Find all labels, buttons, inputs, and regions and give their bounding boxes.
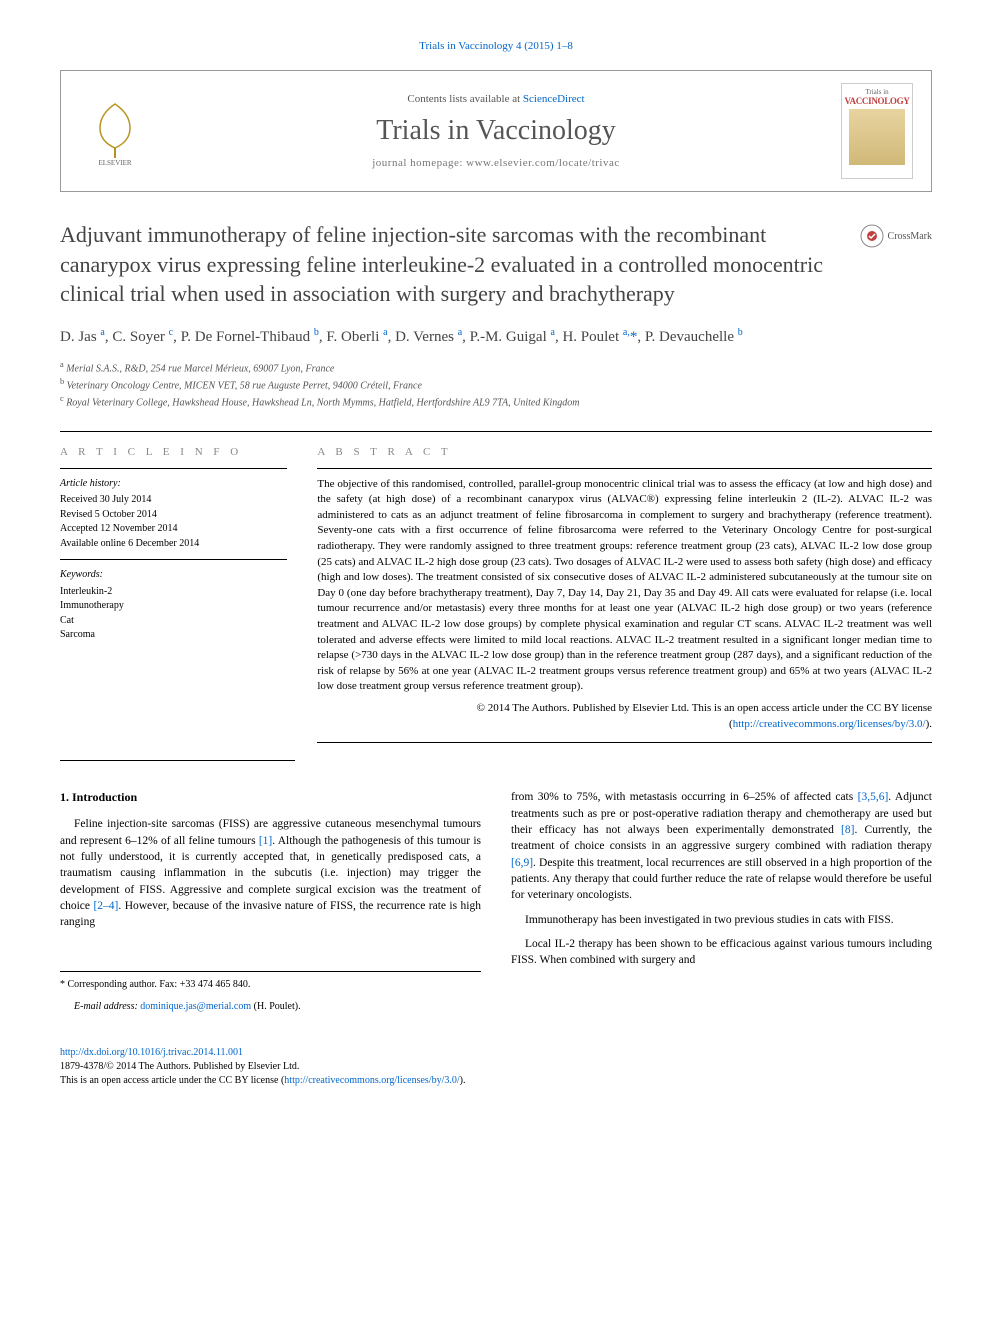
article-title: Adjuvant immunotherapy of feline injecti… bbox=[60, 220, 932, 309]
corresponding-label: Corresponding author. Fax: +33 474 465 8… bbox=[68, 979, 251, 990]
keywords-label: Keywords: bbox=[60, 568, 287, 583]
separator bbox=[60, 468, 287, 469]
corresponding-author-box: * Corresponding author. Fax: +33 474 465… bbox=[60, 971, 481, 1014]
separator bbox=[60, 431, 932, 432]
intro-para-2: from 30% to 75%, with metastasis occurri… bbox=[511, 789, 932, 903]
keyword: Immunotherapy bbox=[60, 599, 287, 614]
intro-para-3: Immunotherapy has been investigated in t… bbox=[511, 912, 932, 928]
masthead-center: Contents lists available at ScienceDirec… bbox=[151, 93, 841, 169]
text: . Despite this treatment, local recurren… bbox=[511, 857, 932, 902]
abstract-body: The objective of this randomised, contro… bbox=[317, 477, 932, 696]
star-icon: * bbox=[60, 979, 65, 990]
elsevier-logo: ELSEVIER bbox=[79, 91, 151, 171]
article-history: Article history: Received 30 July 2014 R… bbox=[60, 477, 287, 552]
keyword: Cat bbox=[60, 614, 287, 629]
footer-close: ). bbox=[460, 1075, 466, 1086]
article-info-heading: A R T I C L E I N F O bbox=[60, 446, 287, 458]
keyword: Sarcoma bbox=[60, 628, 287, 643]
affiliations: a Merial S.A.S., R&D, 254 rue Marcel Mér… bbox=[60, 359, 932, 411]
affiliation-text: Veterinary Oncology Centre, MICEN VET, 5… bbox=[67, 380, 422, 391]
affiliation-c: c Royal Veterinary College, Hawkshead Ho… bbox=[60, 393, 932, 410]
masthead: ELSEVIER Contents lists available at Sci… bbox=[60, 70, 932, 192]
keywords: Keywords: Interleukin-2 Immunotherapy Ca… bbox=[60, 568, 287, 643]
cover-image bbox=[849, 109, 905, 165]
crossmark-label: CrossMark bbox=[888, 231, 932, 242]
abstract-copyright: © 2014 The Authors. Published by Elsevie… bbox=[317, 701, 932, 732]
email-link[interactable]: dominique.jas@merial.com bbox=[140, 1001, 251, 1012]
cover-line2: VACCINOLOGY bbox=[844, 96, 909, 106]
contents-prefix: Contents lists available at bbox=[407, 93, 522, 105]
issn-line: 1879-4378/© 2014 The Authors. Published … bbox=[60, 1061, 299, 1072]
intro-para-1: Feline injection-site sarcomas (FISS) ar… bbox=[60, 816, 481, 930]
journal-homepage: journal homepage: www.elsevier.com/locat… bbox=[151, 157, 841, 169]
ref-link[interactable]: [6,9] bbox=[511, 857, 533, 869]
text: . However, because of the invasive natur… bbox=[60, 900, 481, 928]
header-citation: Trials in Vaccinology 4 (2015) 1–8 bbox=[60, 40, 932, 52]
affiliation-text: Merial S.A.S., R&D, 254 rue Marcel Mérie… bbox=[66, 363, 334, 374]
history-label: Article history: bbox=[60, 477, 287, 492]
sciencedirect-link[interactable]: ScienceDirect bbox=[523, 93, 585, 105]
contents-line: Contents lists available at ScienceDirec… bbox=[151, 93, 841, 105]
history-online: Available online 6 December 2014 bbox=[60, 537, 287, 552]
cover-line1: Trials in bbox=[865, 88, 888, 96]
affiliation-a: a Merial S.A.S., R&D, 254 rue Marcel Mér… bbox=[60, 359, 932, 376]
separator bbox=[60, 760, 295, 761]
abstract-heading: A B S T R A C T bbox=[317, 446, 932, 458]
crossmark-badge[interactable]: CrossMark bbox=[860, 224, 932, 248]
ref-link[interactable]: [3,5,6] bbox=[858, 791, 889, 803]
column-right: from 30% to 75%, with metastasis occurri… bbox=[511, 789, 932, 1022]
info-abstract-row: A R T I C L E I N F O Article history: R… bbox=[60, 446, 932, 744]
corresponding-name: (H. Poulet). bbox=[254, 1001, 301, 1012]
crossmark-icon bbox=[860, 224, 884, 248]
article-info: A R T I C L E I N F O Article history: R… bbox=[60, 446, 287, 744]
elsevier-tree-icon: ELSEVIER bbox=[86, 96, 144, 166]
svg-text:ELSEVIER: ELSEVIER bbox=[98, 159, 131, 166]
history-received: Received 30 July 2014 bbox=[60, 493, 287, 508]
text: from 30% to 75%, with metastasis occurri… bbox=[511, 791, 858, 803]
affiliation-b: b Veterinary Oncology Centre, MICEN VET,… bbox=[60, 376, 932, 393]
copyright-close: ). bbox=[926, 718, 932, 730]
journal-cover-thumb: Trials in VACCINOLOGY bbox=[841, 83, 913, 179]
ref-link[interactable]: [2–4] bbox=[93, 900, 118, 912]
column-left: 1. Introduction Feline injection-site sa… bbox=[60, 789, 481, 1022]
ref-link[interactable]: [8] bbox=[841, 824, 854, 836]
doi-link[interactable]: http://dx.doi.org/10.1016/j.trivac.2014.… bbox=[60, 1047, 243, 1058]
intro-para-4: Local IL-2 therapy has been shown to be … bbox=[511, 936, 932, 969]
section-heading-intro: 1. Introduction bbox=[60, 789, 481, 806]
separator bbox=[317, 468, 932, 469]
keyword: Interleukin-2 bbox=[60, 585, 287, 600]
title-block: Adjuvant immunotherapy of feline injecti… bbox=[60, 220, 932, 309]
authors: D. Jas a, C. Soyer c, P. De Fornel-Thiba… bbox=[60, 325, 932, 349]
separator bbox=[317, 742, 932, 743]
oa-line: This is an open access article under the… bbox=[60, 1075, 284, 1086]
separator bbox=[60, 559, 287, 560]
affiliation-text: Royal Veterinary College, Hawkshead Hous… bbox=[66, 398, 579, 409]
abstract: A B S T R A C T The objective of this ra… bbox=[317, 446, 932, 744]
cc-license-link[interactable]: http://creativecommons.org/licenses/by/3… bbox=[284, 1075, 459, 1086]
journal-title: Trials in Vaccinology bbox=[151, 115, 841, 147]
body-columns: 1. Introduction Feline injection-site sa… bbox=[60, 789, 932, 1022]
email-label: E-mail address: bbox=[74, 1001, 138, 1012]
history-revised: Revised 5 October 2014 bbox=[60, 508, 287, 523]
cc-license-link[interactable]: http://creativecommons.org/licenses/by/3… bbox=[733, 718, 926, 730]
history-accepted: Accepted 12 November 2014 bbox=[60, 522, 287, 537]
page-footer: http://dx.doi.org/10.1016/j.trivac.2014.… bbox=[60, 1046, 932, 1088]
ref-link[interactable]: [1] bbox=[259, 835, 272, 847]
